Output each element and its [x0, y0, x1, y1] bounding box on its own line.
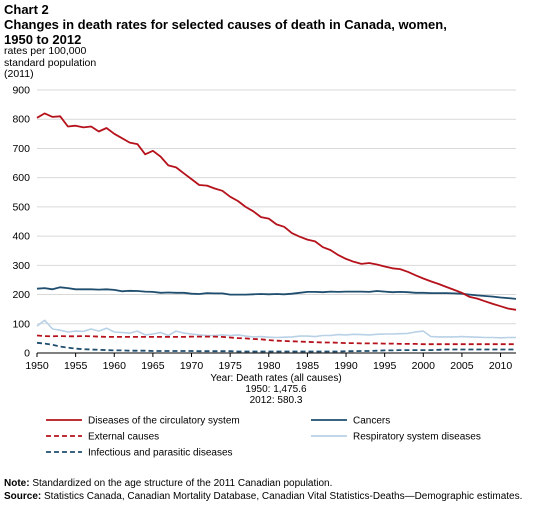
y-tick-label: 800: [12, 114, 30, 126]
source-line: Source: Statistics Canada, Canadian Mort…: [4, 491, 536, 503]
x-tick-label: 2005: [450, 360, 474, 372]
series-line: [36, 319, 516, 339]
x-axis-label-line: 2012: 580.3: [250, 395, 303, 406]
x-tick-label: 1990: [334, 360, 358, 372]
x-tick-label: 2000: [412, 360, 436, 372]
series-line: [36, 112, 517, 311]
x-tick-label: 1955: [64, 360, 88, 372]
note-label: Note:: [4, 478, 30, 489]
legend: Diseases of the circulatory system Cancer…: [46, 416, 481, 459]
legend-label: Infectious and parasitic diseases: [88, 448, 233, 459]
y-tick-label: 700: [12, 143, 30, 155]
x-axis-label-line: Year: Death rates (all causes): [210, 373, 341, 384]
x-axis-ticks: 1950 1955 1960 1965 1970 1975 1980 1985 1990 1995…: [25, 353, 512, 372]
series-line: [36, 341, 516, 353]
chart-number: Chart 2: [4, 2, 49, 17]
x-tick-label: 1965: [141, 360, 165, 372]
legend-label: Cancers: [353, 416, 390, 427]
y-tick-label: 900: [12, 85, 30, 97]
source-text: Statistics Canada, Canadian Mortality Da…: [44, 491, 523, 502]
x-axis-label-line: 1950: 1,475.6: [245, 384, 307, 395]
source-label: Source:: [4, 491, 42, 502]
series-line: [36, 286, 517, 300]
x-axis-label: Year: Death rates (all causes)1950: 1,47…: [210, 373, 341, 406]
x-tick-label: 1960: [103, 360, 127, 372]
legend-label: Diseases of the circulatory system: [88, 416, 240, 427]
y-unit-line: (2011): [4, 68, 34, 80]
chart-title: Changes in death rates for selected caus…: [4, 17, 447, 47]
x-tick-label: 1980: [257, 360, 281, 372]
y-tick-label: 0: [24, 348, 30, 360]
footnote: Note: Standardized on the age structure …: [4, 478, 536, 490]
y-tick-label: 300: [12, 260, 30, 272]
chart-header: Chart 2 Changes in death rates for selec…: [4, 2, 536, 47]
legend-label: Respiratory system diseases: [353, 432, 481, 443]
x-tick-label: 1975: [218, 360, 242, 372]
y-tick-label: 500: [12, 201, 30, 213]
x-tick-label: 1950: [25, 360, 49, 372]
y-tick-label: 400: [12, 231, 30, 243]
y-tick-label: 600: [12, 172, 30, 184]
y-unit-line: rates per 100,000: [4, 45, 87, 57]
x-tick-label: 2010: [489, 360, 513, 372]
y-tick-label: 200: [12, 289, 30, 301]
note-text: Standardized on the age structure of the…: [32, 478, 333, 489]
y-axis-unit-label: rates per 100,000 standard population (2…: [4, 45, 124, 81]
x-tick-label: 1995: [373, 360, 397, 372]
y-unit-line: standard population: [4, 56, 97, 69]
x-tick-label: 1970: [180, 360, 204, 372]
y-axis-ticks: 0 100 200 300 400 500 600 700 800 900: [12, 85, 30, 360]
y-tick-label: 100: [12, 318, 30, 330]
legend-label: External causes: [88, 432, 159, 443]
x-tick-label: 1985: [296, 360, 320, 372]
series-lines: [36, 112, 517, 353]
line-chart: 0 100 200 300 400 500 600 700 800 900 1950 1955 196…: [12, 85, 517, 459]
